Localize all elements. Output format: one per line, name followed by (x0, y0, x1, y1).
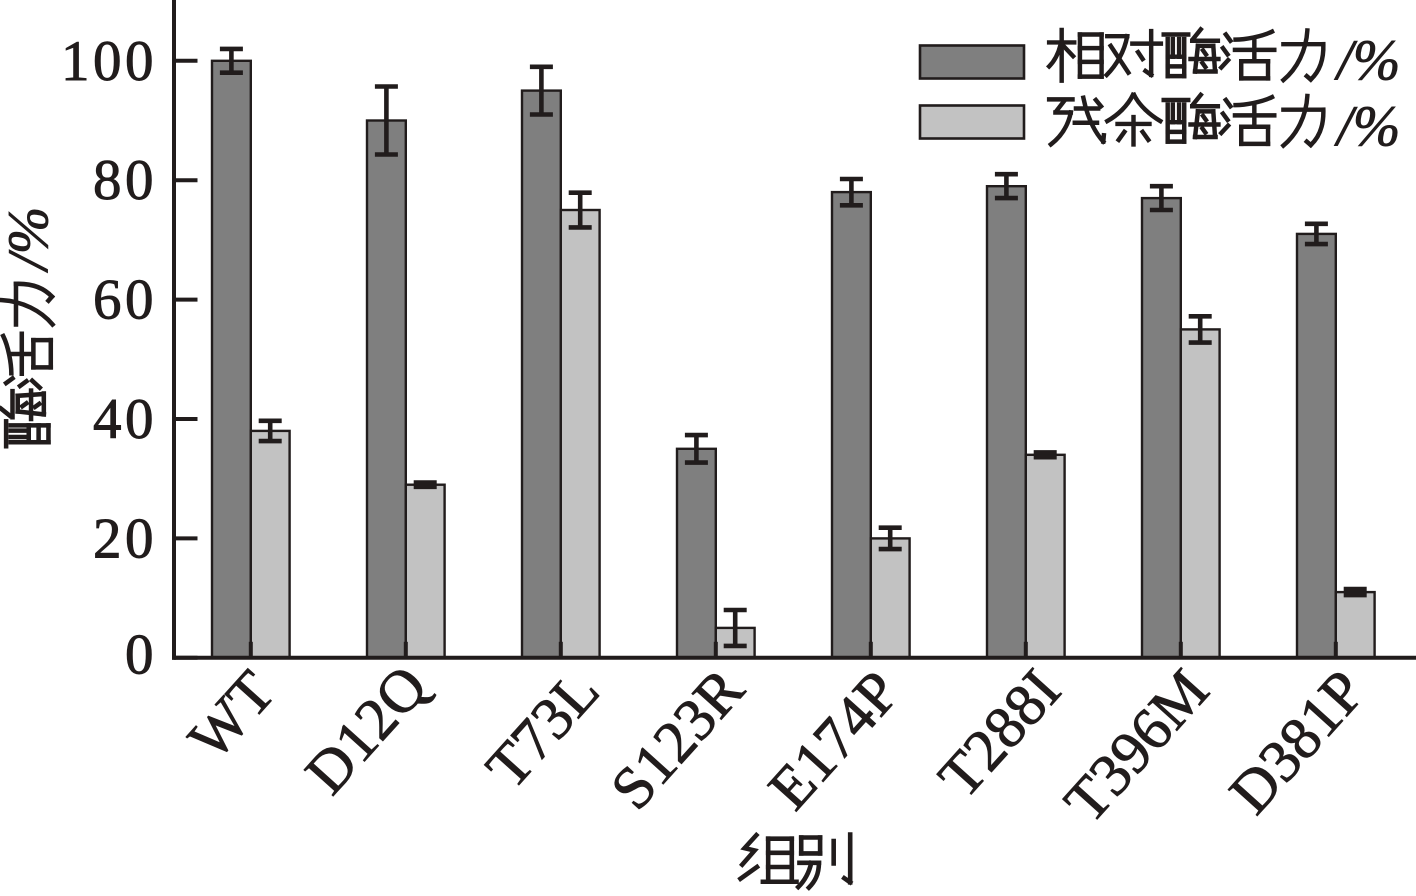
svg-text:100: 100 (61, 30, 157, 93)
svg-text:80: 80 (93, 149, 157, 212)
svg-text:40: 40 (93, 388, 157, 451)
svg-text:/%: /% (1334, 95, 1400, 158)
svg-text:20: 20 (93, 507, 157, 570)
svg-text:60: 60 (93, 269, 157, 332)
svg-text:/%: /% (0, 207, 60, 273)
svg-text:/%: /% (1334, 29, 1400, 92)
svg-text:0: 0 (125, 623, 157, 686)
